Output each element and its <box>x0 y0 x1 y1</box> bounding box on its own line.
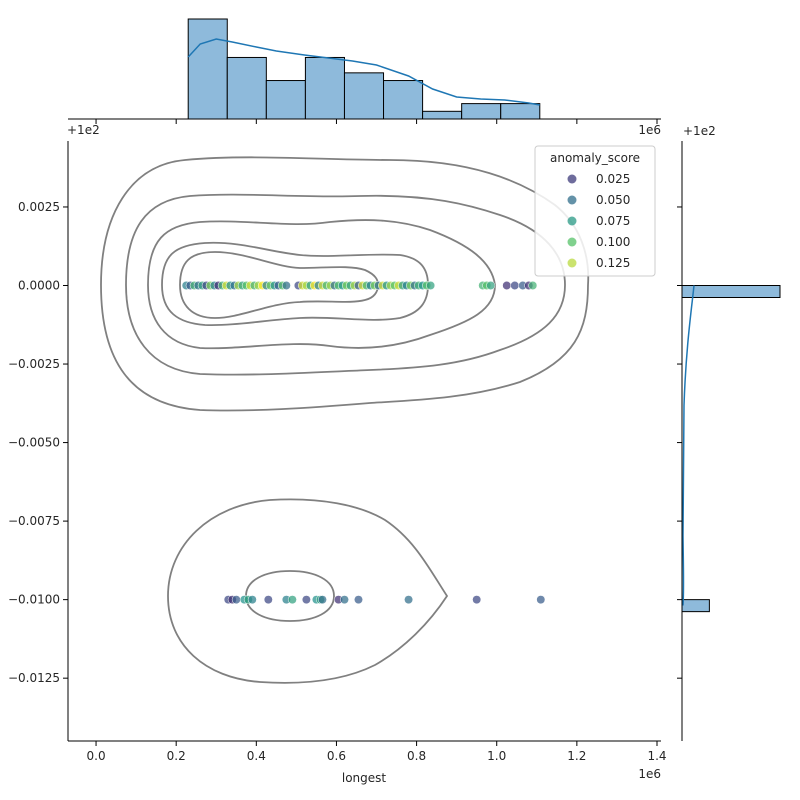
top-histogram-bar <box>226 56 267 120</box>
x-axis-label: longest <box>342 771 387 785</box>
y-tick-label: −0.0025 <box>8 357 60 371</box>
scatter-point <box>510 281 520 290</box>
top-histogram-bar <box>265 80 306 120</box>
x-tick-label: 1.2 <box>567 749 586 763</box>
legend-frame <box>534 145 656 277</box>
legend-label: 0.050 <box>596 193 630 207</box>
scatter-point <box>528 281 538 290</box>
scatter-point <box>486 281 496 290</box>
contour-upper-1 <box>100 156 590 412</box>
scatter-point <box>340 595 349 605</box>
top-kde-curve <box>187 38 540 106</box>
top-histogram-bar <box>343 72 385 120</box>
main-scatter-axes: 0.0 0.2 0.4 0.6 0.8 1.0 1.2 1.4 0.0025 0.0000 −0.… <box>8 141 667 785</box>
top-histogram-bar <box>304 56 345 120</box>
scatter-point <box>404 595 414 605</box>
right-marginal-histogram <box>677 141 781 741</box>
y-tick-label: −0.0125 <box>8 671 60 685</box>
y-axis-ticks: 0.0025 0.0000 −0.0025 −0.0050 −0.0075 −0.0100… <box>8 200 68 685</box>
x-tick-label: 0.4 <box>247 749 266 763</box>
legend-marker <box>567 237 577 247</box>
scatter-point <box>317 595 327 605</box>
top-marginal-offset-label-right: 1e6 <box>638 123 661 137</box>
top-marginal-histogram <box>68 18 661 124</box>
scatter-point <box>281 281 291 290</box>
contour-lower-2 <box>245 570 335 622</box>
legend-label: 0.025 <box>596 172 630 186</box>
top-histogram-bar <box>383 80 424 120</box>
legend-marker <box>567 174 577 184</box>
x-axis-ticks: 0.0 0.2 0.4 0.6 0.8 1.0 1.2 1.4 <box>87 741 667 763</box>
x-tick-label: 1.4 <box>647 749 666 763</box>
right-kde-curve <box>682 285 695 606</box>
scatter-point <box>231 595 241 605</box>
x-tick-label: 0.2 <box>167 749 186 763</box>
right-marginal-offset-label: +1e2 <box>683 124 716 138</box>
scatter-point <box>536 595 546 605</box>
scatter-point <box>301 595 311 605</box>
legend-label: 0.075 <box>596 214 630 228</box>
y-tick-label: −0.0050 <box>8 436 60 450</box>
x-axis-offset-label: 1e6 <box>638 767 661 781</box>
scatter-point <box>426 281 436 290</box>
top-marginal-offset-label: +1e2 <box>67 123 100 137</box>
scatter-point <box>287 595 297 605</box>
scatter-points <box>181 281 546 605</box>
scatter-point <box>247 595 257 605</box>
top-histogram-bars <box>187 18 541 120</box>
top-marginal-ticks <box>95 119 658 124</box>
top-histogram-bar <box>500 103 541 120</box>
contour-upper-2 <box>125 193 566 376</box>
x-tick-label: 0.0 <box>87 749 106 763</box>
legend-entries: 0.025 0.050 0.075 0.100 0.125 <box>567 172 630 270</box>
right-histogram-bar <box>681 285 781 299</box>
legend-marker <box>567 216 577 226</box>
x-tick-label: 0.8 <box>407 749 426 763</box>
right-marginal-ticks <box>677 206 682 679</box>
y-tick-label: 0.0000 <box>18 279 60 293</box>
legend-marker <box>567 195 577 205</box>
legend: anomaly_score 0.025 0.050 0.075 0.100 0.125 <box>534 145 656 277</box>
y-tick-label: 0.0025 <box>18 200 60 214</box>
x-tick-label: 0.6 <box>327 749 346 763</box>
y-tick-label: −0.0100 <box>8 593 60 607</box>
top-histogram-bar <box>187 18 228 120</box>
scatter-point <box>472 595 482 605</box>
scatter-point <box>354 595 363 605</box>
legend-title: anomaly_score <box>550 151 640 165</box>
right-histogram-bars <box>681 285 781 613</box>
y-tick-label: −0.0075 <box>8 514 60 528</box>
scatter-point <box>502 281 512 290</box>
contour-lower-1 <box>167 498 449 684</box>
legend-label: 0.125 <box>596 256 630 270</box>
legend-marker <box>567 258 577 268</box>
top-histogram-bar <box>461 103 502 120</box>
top-histogram-bar <box>422 110 463 120</box>
x-tick-label: 1.0 <box>487 749 506 763</box>
scatter-point <box>263 595 273 605</box>
legend-label: 0.100 <box>596 235 630 249</box>
right-histogram-bar <box>681 599 710 613</box>
